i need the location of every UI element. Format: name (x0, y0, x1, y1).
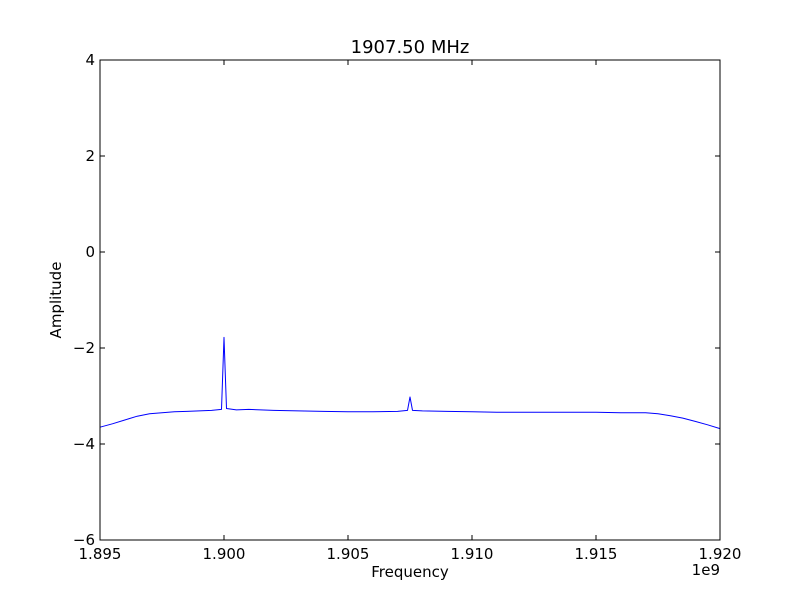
x-tick-label: 1.920 (699, 545, 742, 563)
y-axis-label: Amplitude (47, 262, 65, 339)
series-line-0 (99, 336, 721, 430)
x-tick-label: 1.905 (327, 545, 370, 563)
x-tick-labels: 1.895 1.900 1.905 1.910 1.915 1.920 (79, 545, 742, 563)
x-tick-label: 1.895 (79, 545, 122, 563)
series-layer (99, 336, 721, 430)
y-tick-label: 4 (85, 51, 95, 69)
x-tick-label: 1.910 (451, 545, 494, 563)
y-tick-label: 2 (85, 147, 95, 165)
x-tick-label: 1.900 (203, 545, 246, 563)
y-tick-labels: −6 −4 −2 0 2 4 (73, 51, 95, 549)
y-tick-label: −6 (73, 531, 95, 549)
plot-frame (99, 59, 721, 541)
x-tick-label: 1.915 (575, 545, 618, 563)
chart-title: 1907.50 MHz (351, 37, 470, 58)
plot-area (100, 60, 720, 540)
y-tick-label: 0 (85, 243, 95, 261)
x-axis-label: Frequency (371, 563, 449, 581)
x-axis-offset-label: 1e9 (692, 561, 720, 579)
y-tick-label: −2 (73, 339, 95, 357)
y-tick-label: −4 (73, 435, 95, 453)
